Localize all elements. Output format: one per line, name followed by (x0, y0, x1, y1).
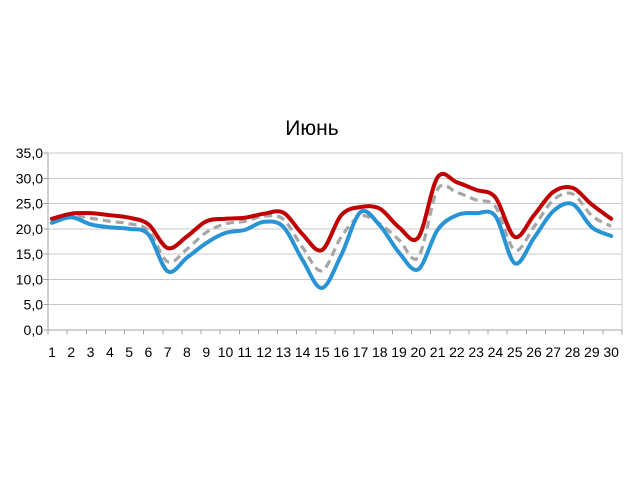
x-axis-label: 13 (276, 344, 292, 360)
x-axis-label: 10 (218, 344, 234, 360)
x-axis-label: 24 (488, 344, 504, 360)
y-axis-label: 0,0 (24, 322, 44, 338)
x-axis-label: 30 (603, 344, 619, 360)
x-axis-label: 6 (145, 344, 153, 360)
x-axis-label: 12 (256, 344, 272, 360)
x-axis-label: 1 (48, 344, 56, 360)
x-axis-label: 29 (584, 344, 600, 360)
x-axis-label: 3 (87, 344, 95, 360)
x-axis-label: 26 (526, 344, 542, 360)
x-axis-label: 21 (430, 344, 446, 360)
max-temperature-red-line (50, 171, 614, 253)
chart-title: Июнь (285, 117, 339, 140)
x-axis-label: 23 (468, 344, 484, 360)
x-axis-label: 20 (411, 344, 427, 360)
x-axis-label: 8 (183, 344, 191, 360)
x-axis-label: 4 (106, 344, 114, 360)
y-axis-label: 10,0 (16, 271, 43, 287)
x-axis-label: 22 (449, 344, 465, 360)
x-axis-label: 15 (314, 344, 330, 360)
y-axis-label: 30,0 (16, 170, 43, 186)
x-axis-label: 18 (372, 344, 388, 360)
x-axis-label: 11 (238, 344, 253, 360)
y-axis-label: 5,0 (24, 297, 44, 313)
x-axis-label: 7 (164, 344, 172, 360)
x-axis-label: 27 (545, 344, 561, 360)
x-axis-label: 2 (67, 344, 75, 360)
y-axis-label: 35,0 (16, 145, 43, 161)
x-axis-label: 5 (125, 344, 133, 360)
y-axis-label: 15,0 (16, 246, 43, 262)
average-temperature-gray-dashed-line (51, 183, 612, 273)
x-axis-label: 25 (507, 344, 523, 360)
x-axis-label: 28 (565, 344, 581, 360)
x-axis-label: 16 (333, 344, 349, 360)
x-axis-label: 14 (295, 344, 311, 360)
x-axis-label: 9 (202, 344, 210, 360)
x-axis-label: 19 (391, 344, 407, 360)
x-axis-label: 17 (353, 344, 369, 360)
y-axis-label: 25,0 (16, 196, 43, 212)
y-axis-label: 20,0 (16, 221, 43, 237)
min-temperature-blue-line (50, 201, 614, 291)
